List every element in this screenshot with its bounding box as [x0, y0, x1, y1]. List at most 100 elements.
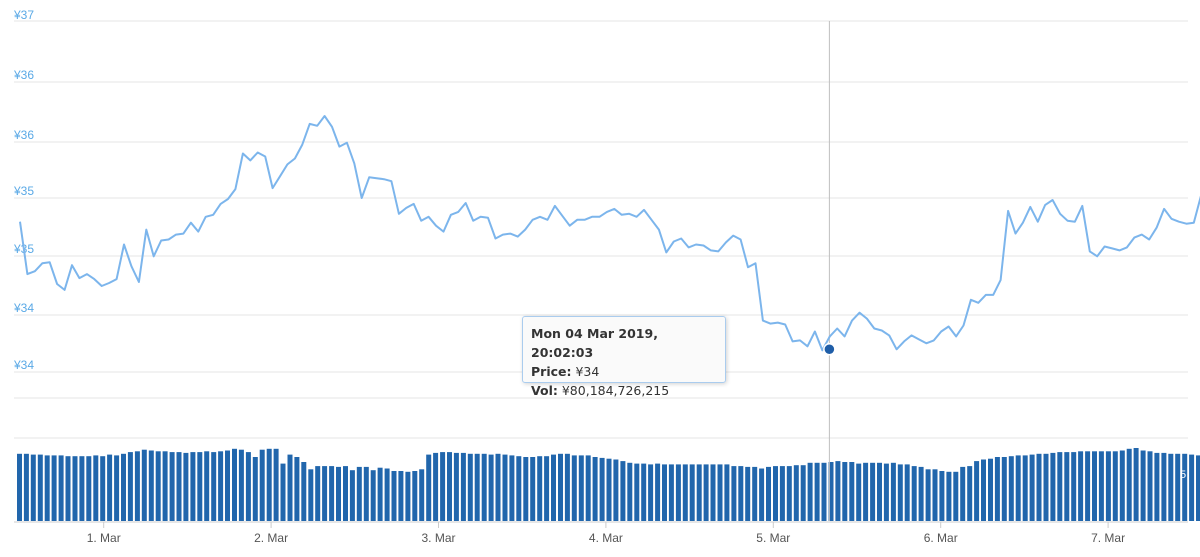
volume-bar	[93, 455, 99, 521]
volume-bar	[675, 464, 681, 521]
volume-bar	[488, 454, 494, 521]
tooltip-title: Mon 04 Mar 2019, 20:02:03	[531, 326, 658, 360]
volume-bar	[1126, 448, 1132, 521]
volume-bar	[294, 457, 300, 521]
volume-bar	[1147, 451, 1153, 521]
volume-bar	[842, 462, 848, 521]
volume-bar	[114, 455, 120, 521]
volume-bar	[447, 452, 452, 521]
volume-bar	[745, 466, 751, 521]
volume-bar	[731, 466, 737, 521]
volume-bar	[1008, 456, 1014, 521]
volume-bar	[169, 452, 175, 521]
volume-bar	[932, 469, 938, 521]
volume-bar	[495, 453, 501, 521]
volume-bar	[773, 466, 778, 521]
volume-bar	[23, 453, 29, 521]
volume-bar	[453, 452, 459, 521]
volume-bar	[634, 463, 640, 521]
volume-bar	[1161, 452, 1167, 521]
volume-bar	[238, 449, 244, 521]
volume-bar	[613, 459, 619, 521]
volume-bar	[141, 449, 147, 521]
x-tick-label: 5. Mar	[756, 531, 790, 545]
volume-bar	[1133, 448, 1139, 521]
volume-bar	[1140, 450, 1146, 521]
volume-bar	[662, 464, 667, 521]
volume-bar	[155, 451, 161, 521]
volume-bar	[1001, 457, 1007, 521]
volume-bar	[502, 454, 508, 521]
volume-bar	[398, 471, 404, 521]
volume-bar	[204, 451, 210, 521]
volume-bar	[814, 462, 820, 521]
volume-bar	[558, 453, 563, 521]
tooltip: Mon 04 Mar 2019, 20:02:03 Price: ¥34 Vol…	[522, 316, 726, 398]
volume-axis-label: 5	[1180, 469, 1186, 481]
volume-bar	[571, 455, 577, 521]
volume-bar	[703, 464, 709, 521]
y-axis-labels: ¥37¥36¥36¥35¥35¥34¥34	[13, 8, 34, 372]
volume-bar	[197, 452, 203, 521]
volume-bar	[523, 457, 529, 521]
volume-bar	[232, 448, 237, 521]
x-tick-label: 7. Mar	[1091, 531, 1125, 545]
volume-bar	[516, 456, 522, 521]
volume-bar	[245, 452, 251, 521]
volume-bar	[1085, 451, 1091, 521]
tooltip-vol-row: Vol: ¥80,184,726,215	[531, 381, 717, 400]
volume-bar	[689, 464, 695, 521]
volume-bar	[315, 466, 321, 521]
volume-bar	[259, 449, 265, 521]
volume-bar	[266, 448, 272, 521]
volume-bar	[766, 466, 771, 521]
volume-bar	[883, 463, 889, 521]
volume-bar	[925, 469, 931, 521]
volume-bar	[308, 469, 314, 521]
volume-bar	[481, 453, 487, 521]
volume-bar	[1092, 451, 1097, 521]
volume-bar	[148, 450, 154, 521]
volume-bar	[1182, 453, 1188, 521]
volume-bar	[322, 466, 328, 521]
volume-bar	[967, 466, 973, 521]
volume-bar	[1043, 453, 1049, 521]
volume-bar	[1154, 452, 1160, 521]
volume-bar	[336, 466, 341, 521]
volume-bar	[793, 465, 799, 521]
volume-bar	[280, 463, 286, 521]
volume-bar	[391, 471, 397, 521]
volume-bar	[1071, 452, 1077, 521]
y-tick-label: ¥34	[13, 301, 34, 315]
volume-bar	[585, 455, 591, 521]
volume-bar	[329, 466, 335, 521]
tooltip-price-row: Price: ¥34	[531, 362, 717, 381]
volume-bar	[606, 458, 612, 521]
volume-bar	[696, 464, 702, 521]
volume-bar	[551, 454, 556, 521]
volume-bar	[440, 452, 446, 521]
volume-bar	[738, 466, 744, 521]
volume-bar	[37, 454, 43, 521]
volume-bar	[1078, 451, 1084, 521]
volume-bar	[1057, 452, 1063, 521]
volume-bar	[682, 464, 688, 521]
volume-bar	[426, 454, 432, 521]
volume-bar	[1112, 451, 1118, 521]
volume-bar	[918, 466, 924, 521]
volume-bar	[890, 462, 896, 521]
volume-bar	[51, 455, 57, 521]
volume-bar	[835, 461, 841, 521]
volume-bar	[1189, 454, 1195, 521]
volume-bar	[65, 456, 71, 521]
volume-bar	[946, 471, 952, 521]
volume-bar	[724, 464, 730, 521]
volume-bar	[134, 451, 140, 521]
y-tick-label: ¥34	[13, 358, 34, 372]
volume-bar	[752, 466, 758, 521]
hover-point	[823, 343, 836, 356]
x-tick-label: 6. Mar	[924, 531, 958, 545]
volume-bar	[710, 464, 716, 521]
volume-bar	[356, 466, 362, 521]
